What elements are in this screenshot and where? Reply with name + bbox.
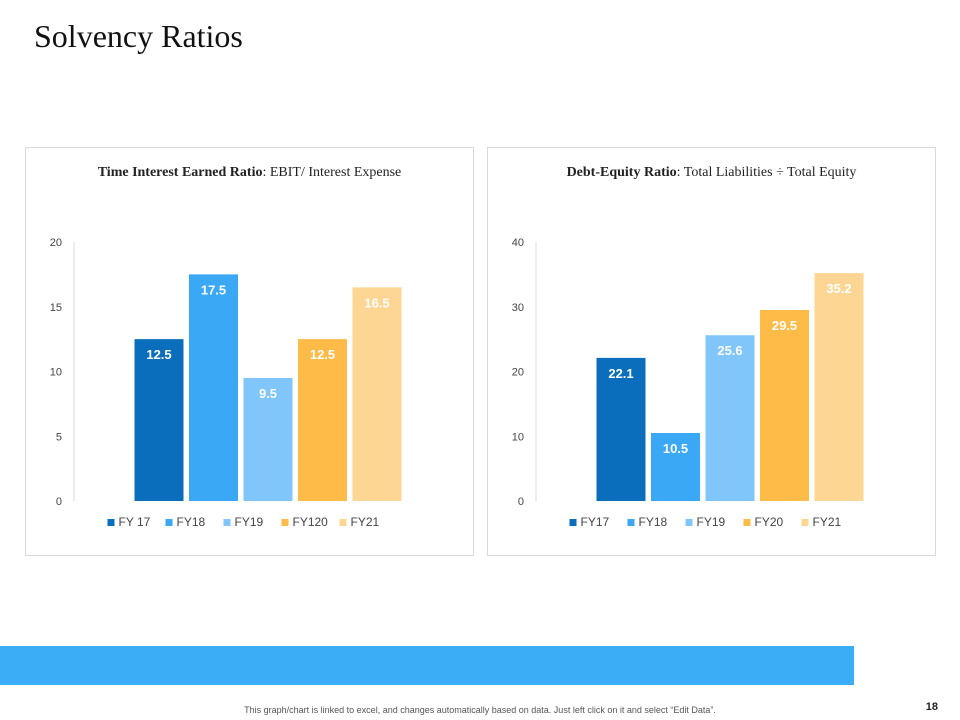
legend-swatch xyxy=(685,519,693,526)
footnote: This graph/chart is linked to excel, and… xyxy=(244,705,716,715)
legend-label: FY18 xyxy=(639,515,668,529)
bar-chart-time-interest-earned[interactable]: 0 5 10 15 20 12.5 17.5 9.5 12.5 16.5 FY 17 FY18 FY19… xyxy=(26,148,475,557)
bar-fy18 xyxy=(189,274,238,501)
legend-swatch xyxy=(339,519,347,526)
bar-fy17 xyxy=(596,357,646,501)
data-label: 35.2 xyxy=(826,281,851,296)
legend-swatch xyxy=(569,519,577,526)
legend-swatch xyxy=(281,519,289,526)
data-label: 9.5 xyxy=(259,386,277,401)
legend-swatch xyxy=(107,519,115,526)
data-label: 17.5 xyxy=(201,282,226,297)
data-label: 25.6 xyxy=(717,343,742,358)
chart-panel-debt-equity[interactable]: Debt-Equity Ratio: Total Liabilities ÷ T… xyxy=(487,147,936,556)
bar-fy21 xyxy=(352,287,402,501)
data-label: 22.1 xyxy=(608,366,633,381)
legend-label: FY17 xyxy=(581,515,610,529)
data-label: 29.5 xyxy=(772,318,797,333)
page-number: 18 xyxy=(925,701,938,713)
bar-fy17 xyxy=(134,339,184,501)
y-tick-label: 0 xyxy=(56,496,62,508)
bar-fy21 xyxy=(814,273,864,501)
bar-fy19 xyxy=(243,377,293,501)
legend-label: FY18 xyxy=(177,515,206,529)
legend-swatch xyxy=(627,519,635,526)
legend-label: FY120 xyxy=(293,515,329,529)
legend-label: FY21 xyxy=(813,515,842,529)
y-tick-label: 20 xyxy=(50,237,62,249)
y-tick-label: 10 xyxy=(512,431,524,443)
y-tick-label: 40 xyxy=(512,237,524,249)
y-tick-label: 15 xyxy=(50,302,62,314)
legend-swatch xyxy=(223,519,231,526)
chart-heading: Debt-Equity Ratio: Total Liabilities ÷ T… xyxy=(488,165,935,181)
legend-label: FY19 xyxy=(235,515,264,529)
footer-band xyxy=(0,646,854,685)
legend-label: FY20 xyxy=(755,515,784,529)
bar-fy18 xyxy=(651,433,700,501)
y-tick-label: 10 xyxy=(50,367,62,379)
y-tick-label: 0 xyxy=(518,496,524,508)
chart-panel-time-interest-earned[interactable]: Time Interest Earned Ratio: EBIT/ Intere… xyxy=(25,147,474,556)
chart-heading-bold: Time Interest Earned Ratio xyxy=(97,165,263,180)
bar-fy20 xyxy=(760,309,809,501)
legend-swatch xyxy=(165,519,173,526)
legend-swatch xyxy=(801,519,809,526)
bar-chart-debt-equity[interactable]: 0 10 20 30 40 22.1 10.5 25.6 29.5 35.2 FY17 FY18 FY1… xyxy=(488,148,937,557)
data-label: 10.5 xyxy=(663,441,688,456)
data-label: 12.5 xyxy=(310,347,335,362)
y-tick-label: 30 xyxy=(512,302,524,314)
legend-label: FY 17 xyxy=(119,515,151,529)
bar-fy120 xyxy=(298,339,347,501)
data-label: 16.5 xyxy=(364,295,389,310)
y-tick-label: 5 xyxy=(56,431,62,443)
bar-fy19 xyxy=(705,335,755,501)
page-title: Solvency Ratios xyxy=(34,18,243,54)
legend-label: FY19 xyxy=(697,515,726,529)
chart-heading: Time Interest Earned Ratio: EBIT/ Intere… xyxy=(26,165,473,181)
legend-label: FY21 xyxy=(351,515,380,529)
chart-heading-formula: : EBIT/ Interest Expense xyxy=(262,165,402,180)
legend-swatch xyxy=(743,519,751,526)
chart-heading-bold: Debt-Equity Ratio xyxy=(566,165,677,180)
y-tick-label: 20 xyxy=(512,367,524,379)
chart-heading-formula: : Total Liabilities ÷ Total Equity xyxy=(676,165,857,180)
data-label: 12.5 xyxy=(146,347,171,362)
